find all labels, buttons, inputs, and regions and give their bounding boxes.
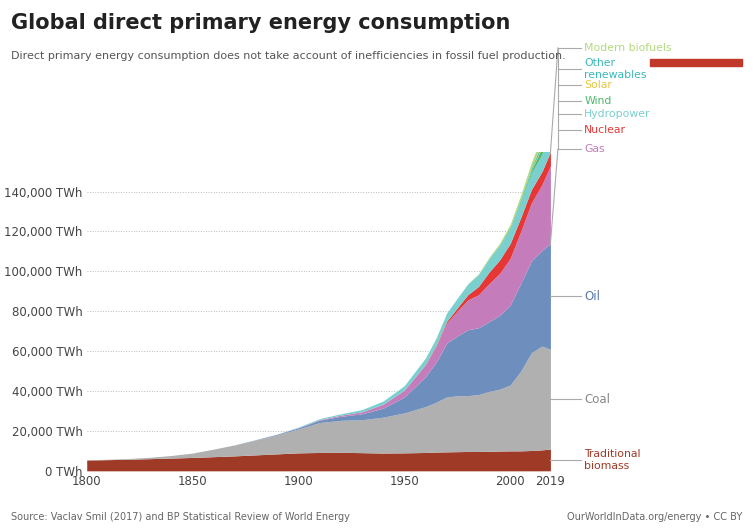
Bar [650,59,742,66]
Text: Global direct primary energy consumption: Global direct primary energy consumption [11,13,510,34]
Text: Hydropower: Hydropower [584,110,651,119]
Text: Source: Vaclav Smil (2017) and BP Statistical Review of World Energy: Source: Vaclav Smil (2017) and BP Statis… [11,512,350,522]
Text: Oil: Oil [584,290,600,303]
Text: Direct primary energy consumption does not take account of inefficiencies in fos: Direct primary energy consumption does n… [11,51,566,61]
Text: Solar: Solar [584,80,612,90]
Text: Wind: Wind [584,96,611,106]
Text: Other
renewables: Other renewables [584,59,647,80]
Text: in Data: in Data [675,39,717,49]
Text: OurWorldInData.org/energy • CC BY: OurWorldInData.org/energy • CC BY [568,512,743,522]
Text: Coal: Coal [584,393,610,406]
Text: Gas: Gas [584,144,605,154]
Text: Modern biofuels: Modern biofuels [584,43,672,53]
Text: Traditional
biomass: Traditional biomass [584,449,641,471]
Text: Nuclear: Nuclear [584,126,627,135]
Text: Our World: Our World [667,26,725,35]
